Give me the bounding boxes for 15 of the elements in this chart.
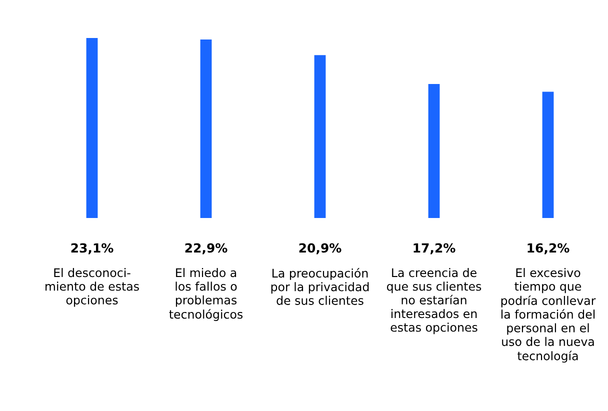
data-label: 17,2% (414, 243, 456, 254)
bar (86, 38, 98, 218)
data-label: 22,9% (185, 243, 228, 254)
x-tick-label: La creencia de que sus clientes no estarían interesados en estas opciones (386, 268, 482, 334)
x-tick-label: El desconoci- miento de estas opciones (46, 268, 139, 307)
data-label: 23,1% (71, 243, 114, 254)
bar (542, 92, 554, 218)
bar (314, 55, 326, 218)
x-tick-label: La preocupación por la privacidad de sus clientes (271, 268, 369, 305)
x-tick-label: El excesivo tiempo que podría conllevar la formación del personal en el uso de la nueva tecnología (501, 268, 596, 363)
bar (428, 84, 440, 218)
data-label: 20,9% (299, 243, 342, 254)
x-tick-label: El miedo a los fallos o problemas tecnológicos (169, 268, 243, 322)
bar (200, 40, 212, 218)
data-label: 16,2% (528, 243, 570, 254)
